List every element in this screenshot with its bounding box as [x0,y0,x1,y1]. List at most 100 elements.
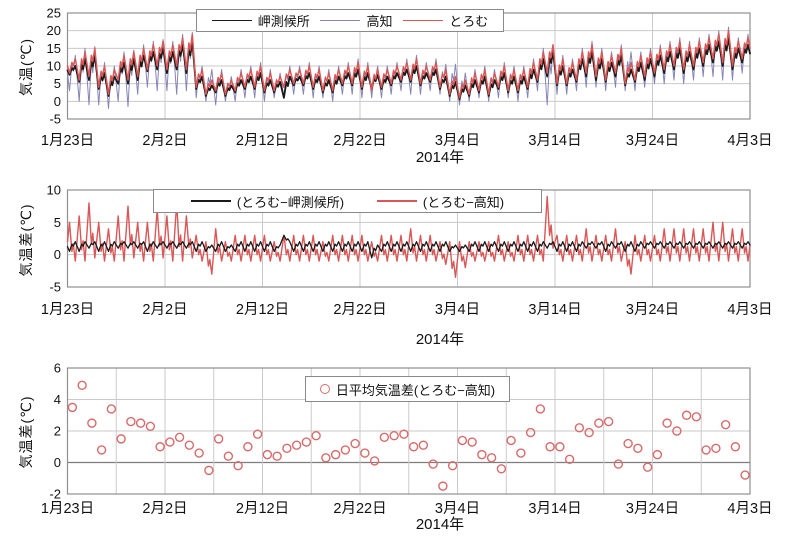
daily-mean-point [438,481,448,491]
daily-mean-point [87,418,97,428]
y-tick-label: 25 [47,6,61,21]
y-tick-label: 5 [54,76,61,91]
difference-y-axis-title: 気温差(℃) [18,203,34,277]
y-tick-label: 20 [47,23,61,38]
x-tick-label: 1月23日 [41,501,94,517]
daily-mean-point [691,412,702,422]
x-tick-label: 1月23日 [41,302,94,318]
daily-mean-point [165,437,175,447]
daily-mean-point [77,380,87,391]
daily-mean-year-label: 2014年 [415,516,465,533]
daily-mean-point [730,442,741,452]
toromu-minus-misaki-line-swatch [190,200,231,202]
daily-mean-point [701,445,711,455]
plot-border [66,367,751,495]
x-tick-label: 1月23日 [41,133,94,149]
y-tick-label: -2 [49,487,61,502]
x-tick-label: 3月24日 [626,501,679,517]
legend-item-toromu-minus-kochi: (とろむ−高知) [376,192,505,211]
toromu-minus-kochi-line-swatch [376,200,417,202]
daily-mean-point [282,443,292,454]
x-tick-label: 3月14日 [528,133,581,149]
daily-mean-point [135,418,146,428]
temperature-difference-chart: 10 5 0 -5 1月23日 2月2日 2月12日 2月22日 3月4日 3月14日 3月24日 4… [0,178,800,349]
daily-mean-point [194,448,204,458]
daily-mean-point [555,442,565,452]
legend-item-misaki: 岬測候所 [211,11,310,30]
y-tick-label: 10 [47,59,61,74]
temperature-y-axis-title: 気温(℃) [18,37,34,97]
daily-mean-point [623,438,633,449]
daily-mean-y-axis-title: 気温差(℃) [18,395,34,469]
daily-mean-point [340,445,351,455]
difference-year-label: 2014年 [415,331,465,348]
legend-label-misaki: 岬測候所 [257,14,310,29]
daily-mean-point [652,449,663,460]
daily-mean-point [516,448,526,458]
y-tick-label: 4 [54,392,61,407]
daily-mean-point [662,418,672,428]
daily-mean-point [564,454,575,465]
daily-mean-point [594,418,604,428]
difference-plot-area: 10 5 0 -5 1月23日 2月2日 2月12日 2月22日 3月4日 3月14日 3月24日 4… [41,183,773,319]
daily-mean-point [311,431,321,441]
y-tick-label: -5 [49,280,61,295]
kochi-line-swatch [320,19,361,22]
temperature-year-label: 2014年 [415,149,465,166]
daily-mean-point [204,465,214,476]
x-tick-label: 4月3日 [727,133,772,149]
daily-mean-point [252,429,263,439]
temperature-plot-area: 25 20 15 10 5 0 -5 1月23日 2月2日 2月12日 2月22日 3月4日 3月14日… [41,6,773,150]
x-tick-label: 3月24日 [626,133,679,149]
daily-mean-legend: 日平均気温差(とろむ−高知) [305,376,510,402]
daily-mean-point [545,442,555,452]
y-tick-label: 10 [47,183,61,198]
daily-mean-point [418,440,429,450]
series-line-2 [66,29,751,99]
daily-mean-point [174,432,185,443]
y-tick-label: 15 [47,41,61,56]
daily-mean-point [262,449,273,460]
x-tick-label: 3月24日 [626,302,679,318]
y-tick-label: 0 [54,94,61,109]
daily-mean-point [467,437,477,447]
x-tick-label: 4月3日 [727,501,772,517]
y-tick-label: 5 [54,215,61,230]
daily-mean-point [613,459,624,469]
legend-label-toromu-minus-kochi: (とろむ−高知) [422,194,505,210]
daily-mean-point [155,442,165,452]
daily-mean-point [672,426,682,436]
daily-mean-point [399,429,409,439]
legend-item-kochi: 高知 [320,11,393,30]
legend-label-kochi: 高知 [366,14,393,29]
x-tick-label: 3月4日 [435,302,480,318]
daily-mean-point [116,434,126,444]
x-tick-label: 2月22日 [333,501,386,517]
daily-mean-point [291,440,302,450]
x-tick-label: 2月2日 [142,133,187,149]
x-tick-label: 2月2日 [142,501,187,517]
difference-legend: (とろむ−岬測候所) (とろむ−高知) [153,189,542,213]
daily-mean-point [535,404,546,414]
daily-mean-point [145,421,156,431]
daily-mean-point [525,427,536,438]
series-line-0 [66,234,751,259]
daily-mean-point [272,451,282,461]
daily-mean-point [740,470,750,480]
daily-mean-point [301,437,312,447]
x-tick-label: 3月4日 [435,501,480,517]
legend-label-toromu-minus-misaki: (とろむ−岬測候所) [236,194,345,210]
daily-mean-point [184,440,195,450]
y-tick-label: 6 [54,361,61,376]
daily-mean-point [379,432,390,443]
daily-mean-point [506,435,516,446]
daily-mean-point [389,431,399,441]
legend-item-toromu-minus-misaki: (とろむ−岬測候所) [190,192,345,211]
daily-mean-difference-chart: 6 4 2 0 -2 1月23日 2月2日 2月12日 2月22日 3月4日 3月14日 3月24日 4… [0,355,800,545]
daily-mean-point [350,438,360,449]
daily-mean-point [642,462,653,472]
legend-item-daily-mean-diff: 日平均気温差(とろむ−高知) [319,380,495,399]
misaki-line-swatch [211,19,252,22]
x-tick-label: 3月14日 [528,302,581,318]
daily-mean-point [243,442,253,452]
